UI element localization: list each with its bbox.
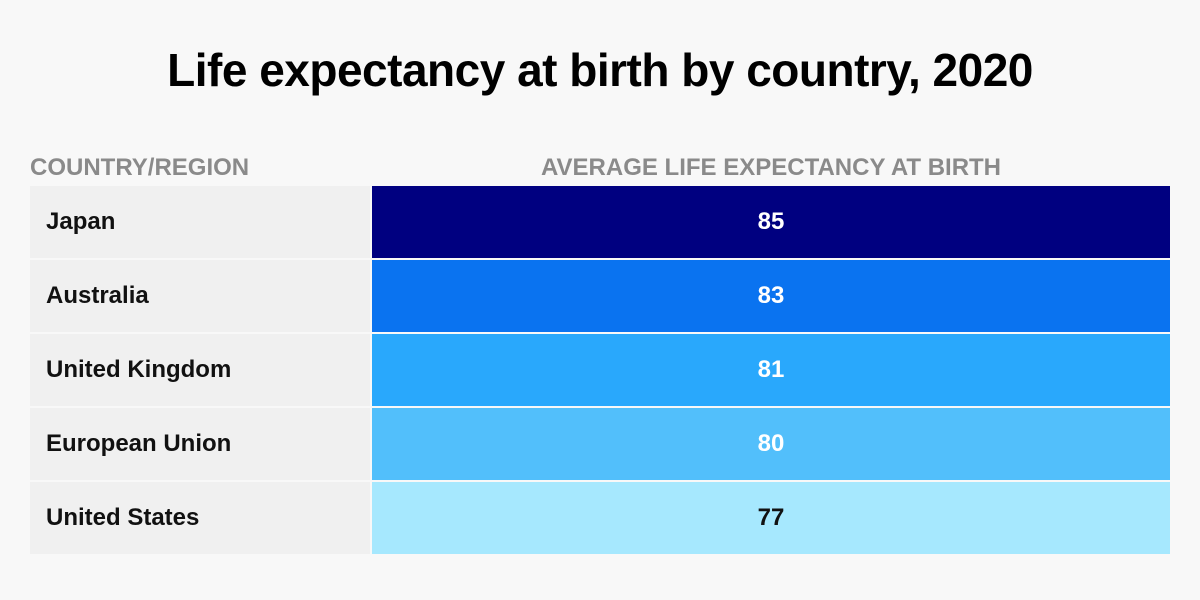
country-cell: United Kingdom	[30, 334, 370, 406]
country-cell: Australia	[30, 260, 370, 332]
country-cell: Japan	[30, 186, 370, 258]
value-cell: 77	[372, 482, 1170, 554]
table-row: European Union 80	[30, 408, 1170, 480]
column-header-life-expectancy: AVERAGE LIFE EXPECTANCY AT BIRTH	[540, 154, 1002, 181]
table-row: United States 77	[30, 482, 1170, 554]
chart-title: Life expectancy at birth by country, 202…	[167, 44, 1033, 96]
country-cell: United States	[30, 482, 370, 554]
column-header-country: COUNTRY/REGION	[30, 154, 250, 181]
table-row: Japan 85	[30, 186, 1170, 258]
country-cell: European Union	[30, 408, 370, 480]
table-row: United Kingdom 81	[30, 334, 1170, 406]
value-cell: 81	[372, 334, 1170, 406]
table-row: Australia 83	[30, 260, 1170, 332]
value-cell: 83	[372, 260, 1170, 332]
value-cell: 80	[372, 408, 1170, 480]
life-expectancy-table: Japan 85 Australia 83 United Kingdom 81 …	[30, 186, 1170, 556]
value-cell: 85	[372, 186, 1170, 258]
